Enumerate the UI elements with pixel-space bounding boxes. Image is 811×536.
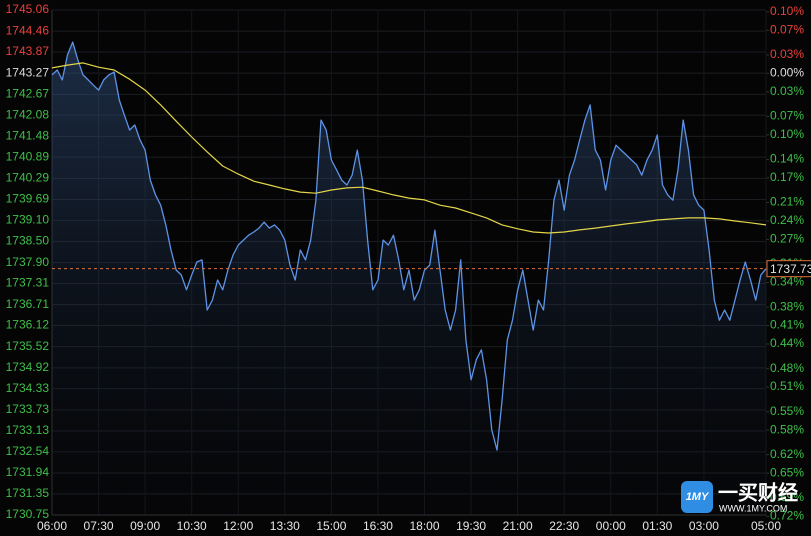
- y-tick-label: 1741.48: [6, 129, 50, 143]
- y2-tick-label: 0.07%: [770, 109, 804, 123]
- x-tick-label: 01:30: [642, 519, 672, 533]
- y2-tick-label: 0.10%: [770, 127, 804, 141]
- x-tick-label: 13:30: [270, 519, 300, 533]
- price-area: [52, 42, 766, 515]
- y-tick-label: 1745.06: [6, 2, 50, 16]
- x-tick-label: 06:00: [37, 519, 67, 533]
- y2-tick-label: 0.03%: [770, 47, 804, 61]
- y2-tick-label: 0.44%: [770, 336, 804, 350]
- y2-tick-label: 0.03%: [770, 84, 804, 98]
- axis-labels: 1745.06 1744.46 1743.87 1743.27 1742.67 1742.…: [6, 2, 811, 533]
- y-tick-label: 1742.08: [6, 107, 50, 121]
- y-tick-label: 1734.33: [6, 381, 50, 395]
- y-tick-label: 1731.35: [6, 486, 50, 500]
- x-tick-label: 12:00: [223, 519, 253, 533]
- y2-tick-label: 0.24%: [770, 213, 804, 227]
- logo-icon-text: 1MY: [686, 491, 710, 503]
- y-tick-label: 1733.73: [6, 402, 50, 416]
- y2-tick-label: 0.21%: [770, 195, 804, 209]
- y2-tick-label: 0.69%: [770, 490, 804, 504]
- y2-tick-label: 0.51%: [770, 379, 804, 393]
- price-line: [51, 41, 767, 451]
- y-tick-label: 1742.67: [6, 87, 50, 101]
- y-tick-label: 1734.92: [6, 360, 50, 374]
- y2-tick-label: 0.58%: [770, 422, 804, 436]
- y-tick-label: 1740.89: [6, 149, 50, 163]
- logo-icon: [681, 481, 713, 513]
- y2-tick-label: 0.65%: [770, 465, 804, 479]
- y2-tick-label: 0.14%: [770, 152, 804, 166]
- y-tick-label: 1730.75: [6, 507, 50, 521]
- y-tick-label: 1739.69: [6, 192, 50, 206]
- y2-tick-label: 0.10%: [770, 4, 804, 18]
- x-tick-label: 03:00: [689, 519, 719, 533]
- x-tick-label: 22:30: [549, 519, 579, 533]
- y-tick-label: 1738.50: [6, 234, 50, 248]
- x-tick-label: 00:00: [596, 519, 626, 533]
- x-tick-label: 18:00: [410, 519, 440, 533]
- y-tick-label: 1739.10: [6, 213, 50, 227]
- y-tick-label: 1736.12: [6, 318, 50, 332]
- y2-tick-label: 0.62%: [770, 447, 804, 461]
- x-tick-label: 16:30: [363, 519, 393, 533]
- logo-url: WWW.1MY.COM: [719, 503, 787, 513]
- x-tick-label: 09:00: [130, 519, 160, 533]
- y2-tick-label: 0.17%: [770, 170, 804, 184]
- last-price-box: [766, 260, 811, 278]
- y2-tick-label: 0.48%: [770, 361, 804, 375]
- average-line: [51, 62, 767, 234]
- x-tick-label: 19:30: [456, 519, 486, 533]
- y2-tick-label: 0.41%: [770, 318, 804, 332]
- y2-tick-label: 0.27%: [770, 232, 804, 246]
- watermark: 1MY 一买财经 WWW.1MY.COM: [681, 480, 798, 513]
- y-tick-label: 1732.54: [6, 444, 50, 458]
- x-tick-label: 15:00: [316, 519, 346, 533]
- y-tick-label: 1744.46: [6, 23, 50, 37]
- y2-tick-label: 0.34%: [770, 275, 804, 289]
- y2-tick-label: 0.07%: [770, 22, 804, 36]
- y-tick-label: 1733.13: [6, 423, 50, 437]
- y-tick-label: 1740.29: [6, 171, 50, 185]
- y2-tick-label: 0.00%: [770, 66, 804, 80]
- x-tick-label: 07:30: [84, 519, 114, 533]
- y-tick-label: 1731.94: [6, 465, 50, 479]
- x-tick-label: 05:00: [751, 519, 781, 533]
- y2-tick-label: 0.38%: [770, 299, 804, 313]
- logo-name: 一买财经: [718, 480, 798, 504]
- x-tick-label: 10:30: [177, 519, 207, 533]
- y-tick-label: 1736.71: [6, 297, 50, 311]
- y2-tick-label: 0.55%: [770, 404, 804, 418]
- plot: [51, 41, 767, 515]
- y-tick-label: 1735.52: [6, 339, 50, 353]
- y-tick-label: 1743.87: [6, 44, 50, 58]
- y2-tick-label: 0.72%: [770, 508, 804, 522]
- y-tick-label: 1737.31: [6, 276, 50, 290]
- y-tick-label: 1743.27: [6, 65, 50, 79]
- y-tick-label: 1737.90: [6, 255, 50, 269]
- last-price-label: 1737.73: [770, 262, 811, 276]
- x-tick-label: 21:00: [503, 519, 533, 533]
